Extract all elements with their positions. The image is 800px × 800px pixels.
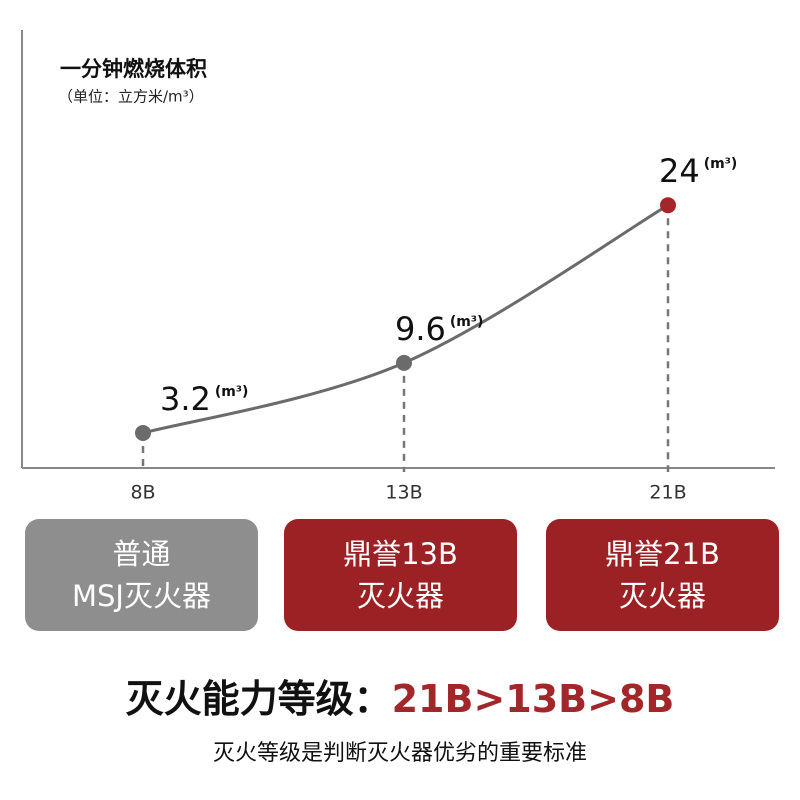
card	[284, 519, 517, 631]
point	[396, 354, 412, 371]
value-label: 9.6 (m³)	[395, 310, 483, 348]
card-text: 鼎誉13B	[343, 537, 458, 571]
point	[135, 424, 151, 441]
footer-heading: 灭火能力等级：21B>13B>8B	[126, 677, 675, 721]
card-text: 灭火器	[357, 579, 444, 613]
value-label: 24 (m³)	[659, 152, 737, 190]
x-tick-label: 21B	[649, 482, 686, 504]
value-unit: (m³)	[215, 384, 249, 400]
value-number: 9.6	[395, 310, 446, 348]
chart-subtitle: （单位：立方米/m³）	[58, 88, 204, 106]
x-tick-label: 8B	[130, 482, 155, 504]
card	[25, 519, 258, 631]
x-tick-label: 13B	[385, 482, 422, 504]
chart-title: 一分钟燃烧体积	[60, 57, 207, 81]
footer-note: 灭火等级是判断灭火器优劣的重要标准	[213, 741, 587, 766]
heading-text: 灭火能力等级：	[126, 677, 392, 721]
card-text: MSJ灭火器	[72, 579, 211, 613]
value-number: 3.2	[160, 380, 211, 418]
value-unit: (m³)	[704, 156, 738, 172]
value-label: 3.2 (m³)	[160, 380, 248, 418]
point	[660, 197, 676, 214]
card-text: 普通	[112, 537, 170, 571]
card	[546, 519, 779, 631]
ranking-text: 21B>13B>8B	[392, 677, 675, 721]
value-unit: (m³)	[450, 314, 484, 330]
value-number: 24	[659, 152, 700, 190]
card-text: 鼎誉21B	[605, 537, 720, 571]
card-text: 灭火器	[619, 579, 706, 613]
